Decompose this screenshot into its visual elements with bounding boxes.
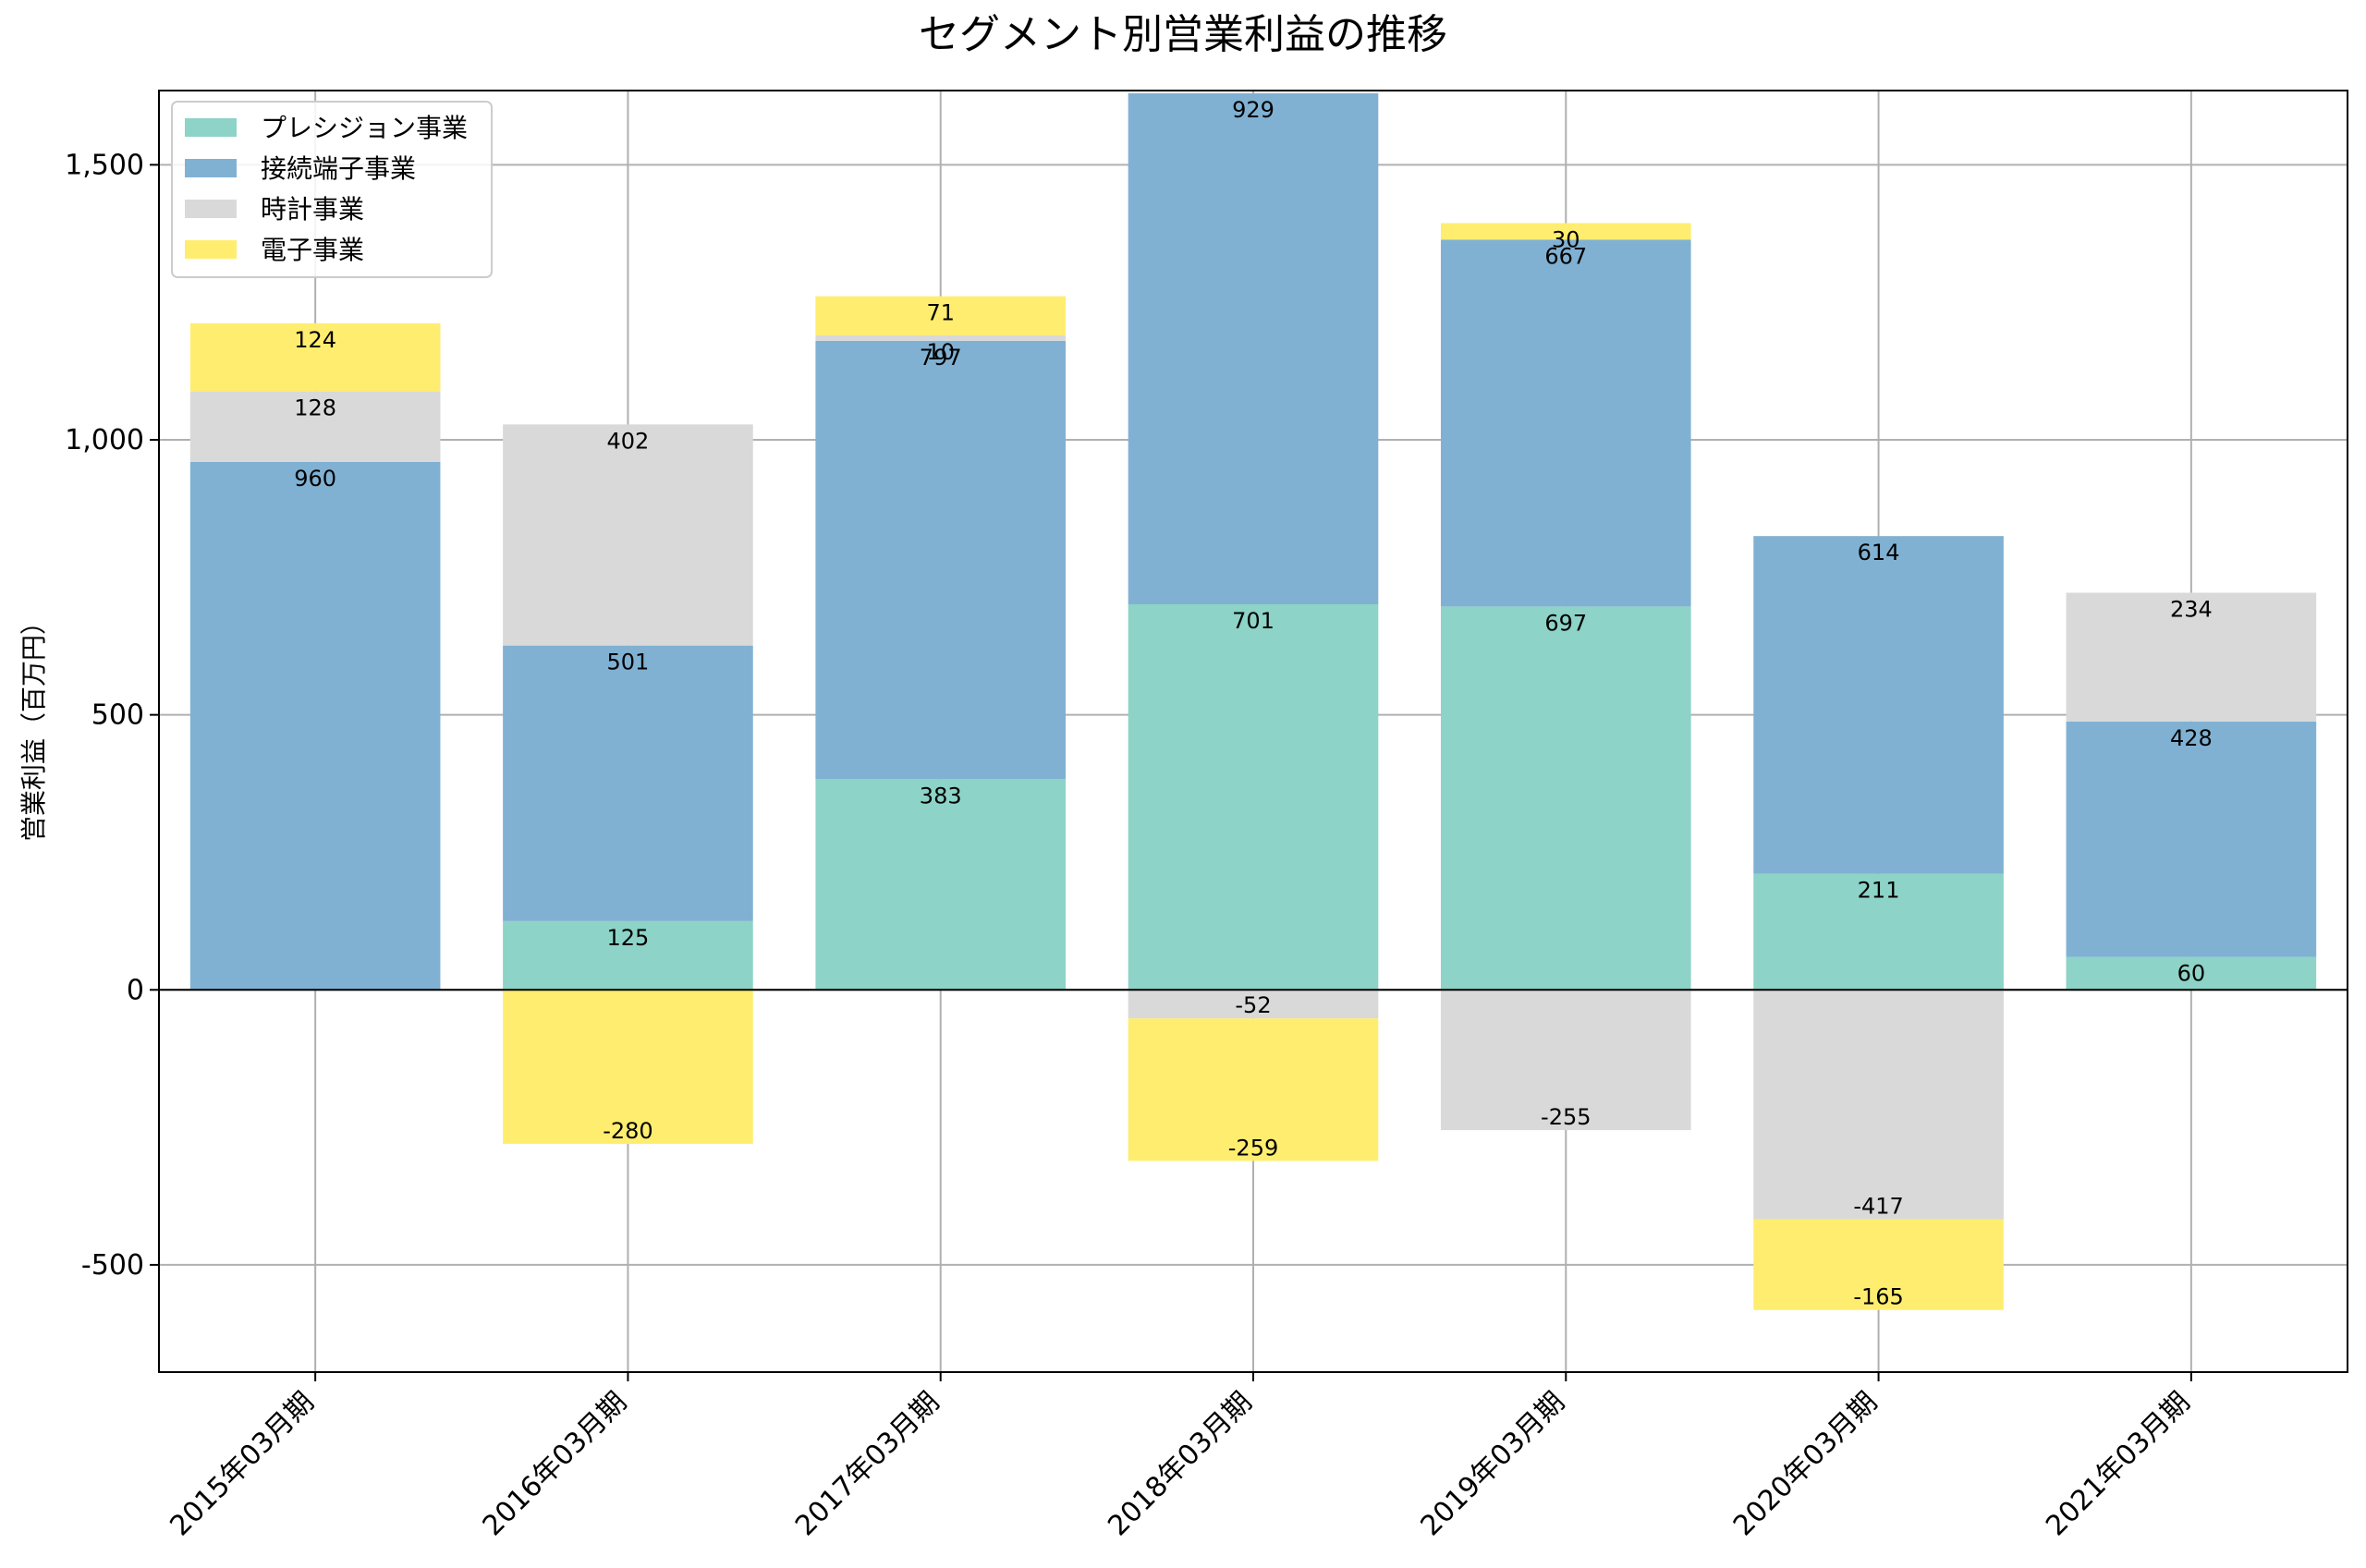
bar	[1753, 873, 2004, 991]
y-tick-label: 500	[91, 699, 144, 732]
y-axis-label: 営業利益（百万円）	[18, 609, 49, 842]
data-label: 614	[1858, 540, 1900, 565]
data-label: 929	[1232, 97, 1274, 123]
legend-label: 時計事業	[261, 194, 364, 225]
bar	[1440, 239, 1691, 607]
y-tick-label: -500	[81, 1249, 144, 1282]
legend-swatch	[185, 240, 237, 259]
bars	[189, 92, 2317, 1310]
legend-swatch	[185, 118, 237, 137]
bar	[815, 779, 1067, 991]
data-label: 701	[1232, 608, 1274, 634]
bar	[189, 391, 441, 462]
bar	[1440, 223, 1691, 240]
data-label: 960	[294, 466, 336, 492]
bar	[1440, 990, 1691, 1131]
bar	[1128, 990, 1379, 1019]
bar	[189, 322, 441, 392]
data-label: 402	[607, 428, 650, 454]
bar	[1440, 606, 1691, 991]
bar	[503, 645, 753, 921]
bar	[1128, 603, 1379, 991]
legend-frame	[171, 101, 493, 278]
data-label: 797	[920, 345, 962, 371]
data-label: 211	[1858, 878, 1900, 904]
data-label: 383	[920, 783, 962, 808]
bar	[2066, 956, 2317, 991]
x-axis-ticks: 2015年03月期 2016年03月期 2017年03月期 2018年03月期 2019…	[164, 1372, 2197, 1542]
bar	[1753, 536, 2004, 874]
y-axis-ticks: -500 0 500 1,000 1,500	[65, 149, 159, 1282]
data-label: 128	[294, 395, 336, 421]
y-tick-label: 0	[127, 974, 144, 1006]
data-label: -165	[1853, 1284, 1903, 1310]
x-tick-label: 2015年03月期	[164, 1386, 320, 1542]
bar	[2066, 721, 2317, 957]
bar	[503, 920, 753, 991]
bar	[815, 340, 1067, 780]
bar	[503, 990, 753, 1144]
bar	[503, 424, 753, 646]
data-label: -255	[1541, 1104, 1591, 1130]
data-label: -52	[1235, 992, 1271, 1018]
data-label: 30	[1552, 226, 1580, 252]
data-label: 124	[294, 327, 336, 353]
x-tick-label: 2017年03月期	[789, 1386, 945, 1542]
chart-title: セグメント別営業利益の推移	[919, 11, 1447, 58]
legend-label: プレシジョン事業	[261, 113, 468, 143]
bar	[189, 461, 441, 991]
data-label: 428	[2170, 725, 2213, 751]
y-tick-label: 1,500	[65, 149, 144, 181]
data-label: 125	[607, 925, 650, 951]
bar	[2066, 592, 2317, 722]
legend-label: 電子事業	[261, 235, 364, 265]
data-label: 697	[1544, 610, 1587, 636]
data-label: 71	[926, 300, 955, 326]
legend-swatch	[185, 159, 237, 177]
y-tick-label: 1,000	[65, 424, 144, 456]
data-label: 501	[607, 650, 650, 675]
bar	[815, 296, 1067, 335]
x-tick-label: 2019年03月期	[1415, 1386, 1571, 1542]
data-label: -280	[603, 1118, 652, 1144]
legend-label: 接続端子事業	[261, 153, 416, 184]
bar	[1753, 1219, 2004, 1310]
bar	[815, 334, 1067, 341]
data-label: 60	[2177, 961, 2206, 987]
data-label: 10	[926, 339, 955, 365]
x-tick-label: 2018年03月期	[1102, 1386, 1258, 1542]
bar	[1128, 92, 1379, 604]
legend-swatch	[185, 200, 237, 218]
x-tick-label: 2020年03月期	[1727, 1386, 1884, 1542]
data-label: 234	[2170, 596, 2213, 622]
bar	[1753, 990, 2004, 1220]
x-tick-label: 2016年03月期	[477, 1386, 633, 1542]
data-label: -417	[1853, 1194, 1903, 1220]
data-label: 667	[1544, 243, 1587, 269]
data-label: -259	[1228, 1135, 1278, 1161]
data-labels: 125 383 701 697 211 60 960 501 797 929 667 614 428 12…	[294, 97, 2213, 1310]
bar	[1128, 1018, 1379, 1161]
x-tick-label: 2021年03月期	[2040, 1386, 2196, 1542]
